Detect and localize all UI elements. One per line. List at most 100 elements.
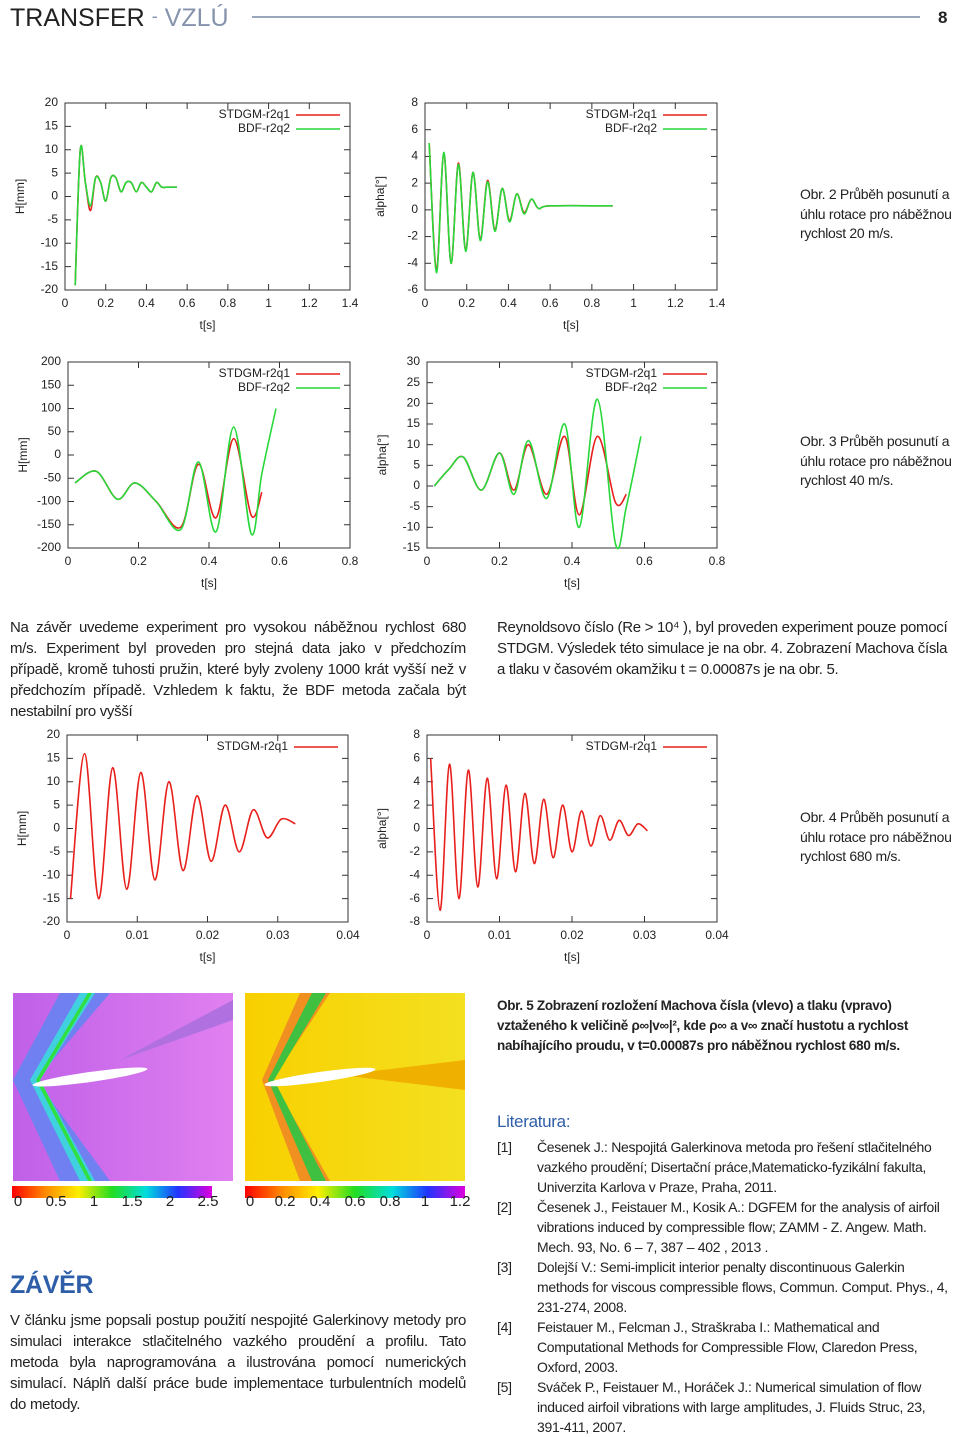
colorbar-tick-label: 1.2	[450, 1193, 471, 1210]
section-heading: Literatura:	[497, 1112, 571, 1131]
reference: [5] Sváček P., Feistauer M., Horáček J.: …	[497, 1377, 955, 1437]
shock	[13, 993, 110, 1181]
reference-text: Česenek J.: Nespojitá Galerkinova metoda…	[537, 1139, 932, 1195]
y-tick-label: 6	[411, 122, 418, 136]
legend-label: BDF-r2q2	[238, 121, 290, 135]
y-tick-label: 10	[45, 142, 59, 156]
y-tick-label: 2	[413, 797, 420, 811]
series-line	[429, 758, 648, 912]
colorbar-tick-label: 0.5	[46, 1193, 67, 1210]
y-tick-label: -150	[37, 517, 61, 531]
y-tick-label: -5	[409, 499, 420, 513]
y-axis-label: H[mm]	[15, 811, 29, 846]
y-tick-label: -15	[403, 540, 421, 554]
x-tick-label: 0.03	[266, 928, 290, 942]
section-heading: ZÁVĚR	[10, 1271, 94, 1299]
image-bg	[245, 993, 465, 1181]
page-number: 8	[938, 8, 948, 27]
colorbar-tick-label: 1	[421, 1193, 429, 1210]
colorbar-tick-label: 0	[246, 1193, 254, 1210]
x-tick-label: 0.8	[220, 296, 237, 310]
x-tick-label: 0	[62, 296, 69, 310]
x-tick-label: 0.2	[130, 554, 147, 568]
reference: [2] Česenek J., Feistauer M., Kosik A.: D…	[497, 1197, 955, 1257]
colorbar-tick-label: 1	[90, 1193, 98, 1210]
plot-frame	[67, 361, 351, 549]
colorbar-tick-label: 0.6	[345, 1193, 366, 1210]
header-rule	[252, 16, 920, 18]
y-axis-label: H[mm]	[13, 179, 27, 214]
x-tick-label: 0.04	[705, 928, 729, 942]
reference-text: Česenek J., Feistauer M., Kosik A.: DGFE…	[537, 1199, 940, 1255]
x-tick-label: 0.01	[126, 928, 150, 942]
colorbar-tick-label: 2	[166, 1193, 174, 1210]
y-tick-label: 0	[411, 202, 418, 216]
series-line	[74, 437, 263, 529]
series-line	[74, 145, 177, 286]
x-tick-label: 0	[65, 554, 72, 568]
y-tick-label: -6	[407, 282, 418, 296]
y-tick-label: 50	[48, 424, 62, 438]
y-tick-label: -6	[409, 891, 420, 905]
x-tick-label: 0	[64, 928, 71, 942]
series-line	[433, 435, 628, 516]
x-tick-label: 1	[630, 296, 637, 310]
header: TRANSFER - VZLÚ	[10, 3, 229, 35]
y-tick-label: 15	[47, 751, 61, 765]
header-brand: VZLÚ	[164, 4, 229, 32]
y-tick-label: 30	[407, 354, 421, 368]
x-tick-label: 1.2	[301, 296, 318, 310]
x-tick-label: 0.4	[138, 296, 155, 310]
x-tick-label: 0.2	[491, 554, 508, 568]
x-tick-label: 0.4	[201, 554, 218, 568]
reference-label: [1]	[497, 1139, 512, 1155]
x-axis-label: t[s]	[564, 576, 580, 590]
page: TRANSFER - VZLÚ 8 0 0.5 1 1.5 2 2.5 0 0.2 0.4 0.6…	[10, 3, 952, 1435]
y-tick-label: -5	[49, 844, 60, 858]
y-tick-label: 25	[407, 375, 421, 389]
y-tick-label: 20	[45, 95, 59, 109]
y-tick-label: 5	[53, 797, 60, 811]
reference-text: Sváček P., Feistauer M., Horáček J.: Num…	[537, 1379, 926, 1435]
y-tick-label: 200	[41, 354, 61, 368]
colorbar	[245, 1186, 465, 1198]
y-tick-label: -2	[409, 844, 420, 858]
x-tick-label: 0.6	[542, 296, 559, 310]
x-tick-label: 0.6	[271, 554, 288, 568]
reference-label: [3]	[497, 1259, 512, 1275]
reference: [3] Dolejší V.: Semi-implicit interior pe…	[497, 1257, 955, 1317]
colorbar-tick-label: 2.5	[198, 1193, 219, 1210]
x-tick-label: 0.4	[564, 554, 581, 568]
x-tick-label: 0.01	[488, 928, 512, 942]
y-tick-label: 0	[54, 447, 61, 461]
y-tick-label: 0	[413, 478, 420, 492]
y-tick-label: -5	[47, 212, 58, 226]
x-tick-label: 0.2	[458, 296, 475, 310]
x-tick-label: 1.2	[667, 296, 684, 310]
series-line	[428, 143, 613, 274]
figure-caption: Obr. 5 Zobrazení rozložení Machova čísla…	[497, 998, 909, 1053]
figure-caption: Obr. 3 Průběh posunutí a úhlu rotace pro…	[800, 433, 952, 488]
x-axis-label: t[s]	[199, 950, 215, 964]
y-tick-label: -15	[41, 259, 59, 273]
series-line	[74, 144, 177, 286]
x-tick-label: 0	[422, 296, 429, 310]
airfoil	[32, 1067, 148, 1087]
x-tick-label: 1.4	[709, 296, 726, 310]
line-chart: -15 -10 -5 0 5 10 15 20 25 30 0 0.2 0.4 0.6 0.8 t[s] alp…	[375, 354, 725, 590]
y-tick-label: 8	[411, 95, 418, 109]
series-line	[433, 398, 642, 550]
y-tick-label: 20	[47, 727, 61, 741]
y-tick-label: -2	[407, 229, 418, 243]
line-chart: -200 -150 -100 -50 0 50 100 150 200 0 0.2 0.4 0.6 0.8…	[16, 354, 358, 590]
figures: 0 0.5 1 1.5 2 2.5 0 0.2 0.4 0.6 0.8 1 1.2-20-15-10-5…	[12, 95, 729, 1210]
y-tick-label: 4	[413, 774, 420, 788]
y-tick-label: -10	[43, 867, 61, 881]
y-tick-label: 0	[413, 821, 420, 835]
reference-list: [1] Česenek J.: Nespojitá Galerkinova met…	[497, 1137, 955, 1437]
y-tick-label: -20	[41, 282, 59, 296]
shock	[268, 993, 326, 1181]
reference: [4] Feistauer M., Felcman J., Straškraba …	[497, 1317, 955, 1377]
colorbar-tick-label: 1.5	[122, 1193, 143, 1210]
colorbar	[12, 1186, 212, 1198]
